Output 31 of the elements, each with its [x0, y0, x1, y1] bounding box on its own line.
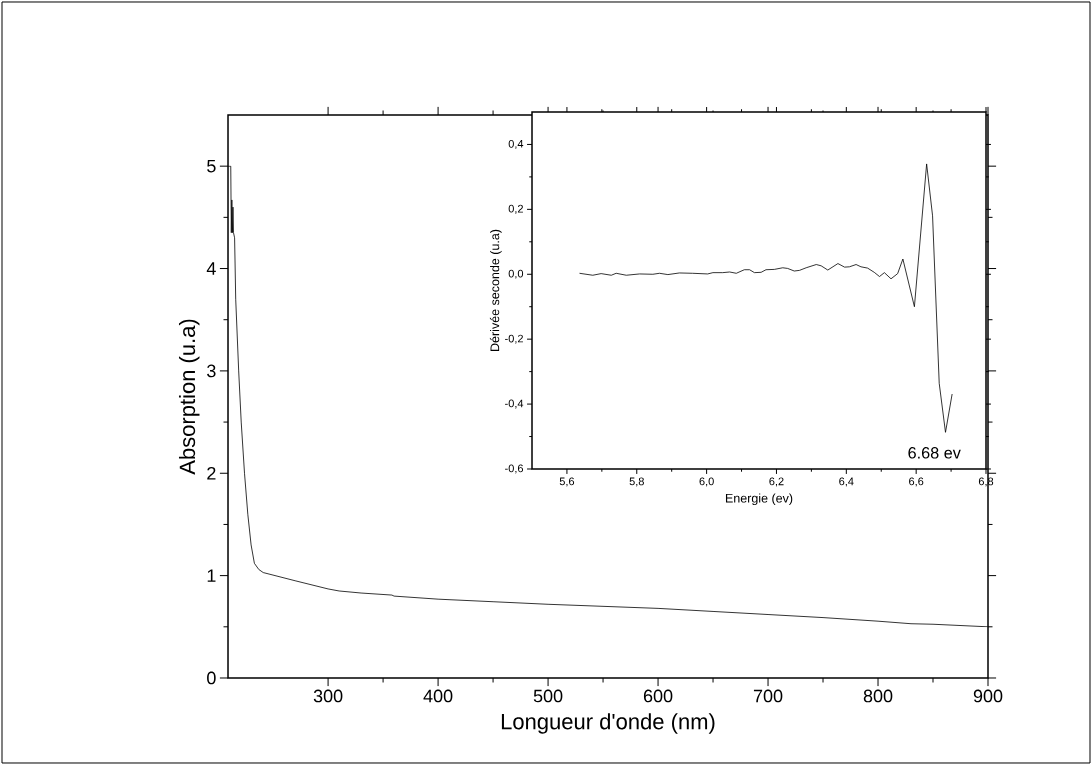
- x-tick-label: 5,8: [629, 477, 644, 487]
- y-tick-label: 0,0: [508, 269, 524, 279]
- x-tick-label: 900: [973, 689, 1003, 703]
- y-tick-label: -0,6: [505, 464, 524, 474]
- y-tick-label: 2: [207, 466, 216, 480]
- y-tick-label: 0: [207, 671, 216, 685]
- annotation: 6.68 ev: [908, 447, 961, 459]
- y-tick-label: 5: [207, 159, 216, 173]
- y-tick-label: 0,4: [508, 139, 524, 149]
- y-tick-label: -0,4: [505, 399, 524, 409]
- x-tick-label: 700: [753, 689, 783, 703]
- x-tick-label: 800: [863, 689, 893, 703]
- y-tick-label: 4: [206, 262, 216, 275]
- y-axis-title: Absorption (u.a): [178, 319, 200, 475]
- x-tick-label: 6,0: [699, 477, 714, 487]
- x-tick-label: 6,6: [909, 477, 924, 487]
- y-axis-title: Dérivée seconde (u.a): [489, 229, 502, 351]
- y-tick-label: -0,2: [505, 334, 523, 344]
- x-tick-label: 6,2: [769, 477, 784, 487]
- x-tick-label: 600: [643, 689, 673, 703]
- y-tick-label: 1: [207, 569, 216, 582]
- x-tick-label: 6,4: [839, 477, 854, 487]
- y-tick-label: 3: [207, 364, 216, 378]
- x-axis-title: Longueur d'onde (nm): [501, 713, 715, 734]
- y-tick-label: 0,2: [508, 204, 523, 214]
- x-axis-title: Energie (ev): [725, 493, 793, 506]
- line-series: [579, 163, 953, 433]
- x-tick-label: 500: [533, 689, 563, 703]
- x-tick-label: 5,6: [559, 477, 575, 487]
- x-tick-label: 300: [313, 689, 343, 703]
- x-tick-label: 400: [423, 689, 453, 703]
